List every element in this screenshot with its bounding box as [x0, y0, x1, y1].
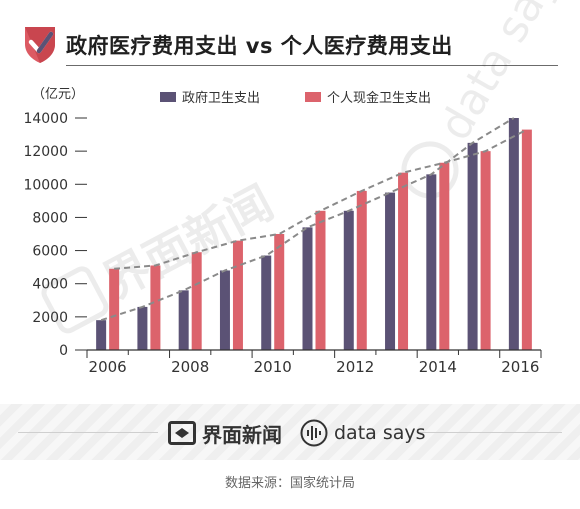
legend-label-1: 政府卫生支出: [182, 91, 260, 106]
x-tick-label-2010: 2010: [254, 358, 292, 376]
bar-government-2006: [96, 320, 107, 350]
y-tick-label: 8000: [32, 210, 68, 226]
bar-personal-2014: [439, 162, 450, 350]
x-tick-label-2012: 2012: [336, 358, 374, 376]
chart-title: 政府医疗费用支出 vs 个人医疗费用支出: [66, 34, 453, 58]
bar-government-2009: [219, 270, 230, 350]
y-tick-label: 2000: [32, 310, 68, 326]
bar-personal-2015: [480, 151, 491, 350]
title-divider: [66, 65, 558, 66]
data-source: 数据来源：国家统计局: [224, 476, 355, 491]
y-tick-label: 0: [59, 343, 68, 359]
brand-datasays-text: data says: [334, 422, 426, 444]
bar-government-2013: [385, 192, 396, 350]
y-tick-label: 6000: [32, 244, 68, 260]
bar-government-2007: [137, 306, 148, 350]
bar-personal-2008: [191, 252, 202, 350]
header: 政府医疗费用支出 vs 个人医疗费用支出: [0, 0, 580, 80]
bar-government-2015: [467, 142, 478, 350]
bar-government-2011: [302, 227, 313, 350]
y-unit-label: （亿元）: [32, 87, 84, 102]
trendline-government: [100, 117, 515, 322]
bar-personal-2011: [315, 210, 326, 350]
legend-swatch-1: [160, 92, 176, 102]
bar-personal-2016: [521, 129, 532, 350]
bar-government-2012: [343, 210, 354, 350]
bar-personal-2013: [398, 172, 409, 350]
bar-government-2014: [426, 174, 437, 350]
bar-personal-2007: [150, 265, 161, 350]
y-tick-label: 12000: [23, 144, 68, 160]
y-tick-label: 10000: [23, 177, 68, 193]
brand-datasays: data says: [300, 419, 426, 447]
datasays-logo-icon: [300, 419, 328, 447]
y-tick-label: 4000: [32, 277, 68, 293]
brand-jiemian-text: 界面新闻: [202, 422, 282, 447]
footer-line-right: [420, 432, 562, 433]
bar-personal-2012: [356, 190, 367, 350]
y-tick-label: 14000: [23, 111, 68, 127]
legend-label-2: 个人现金卫生支出: [327, 90, 431, 106]
brand-jiemian: 界面新闻: [168, 419, 282, 447]
footer-line-left: [18, 432, 158, 433]
x-tick-label-2014: 2014: [419, 358, 457, 376]
x-tick-label-2008: 2008: [171, 358, 209, 376]
trendline-personal: [114, 128, 528, 270]
bar-personal-2010: [274, 234, 285, 350]
shield-check-logo-icon: [25, 27, 55, 63]
legend-swatch-2: [305, 92, 321, 102]
bar-personal-2006: [109, 268, 120, 350]
bar-government-2010: [261, 255, 272, 350]
bar-personal-2009: [232, 240, 243, 350]
x-tick-label-2006: 2006: [89, 358, 127, 376]
jiemian-logo-icon: [168, 421, 196, 445]
bar-government-2016: [508, 118, 519, 350]
x-tick-label-2016: 2016: [501, 358, 539, 376]
bar-government-2008: [178, 290, 189, 350]
